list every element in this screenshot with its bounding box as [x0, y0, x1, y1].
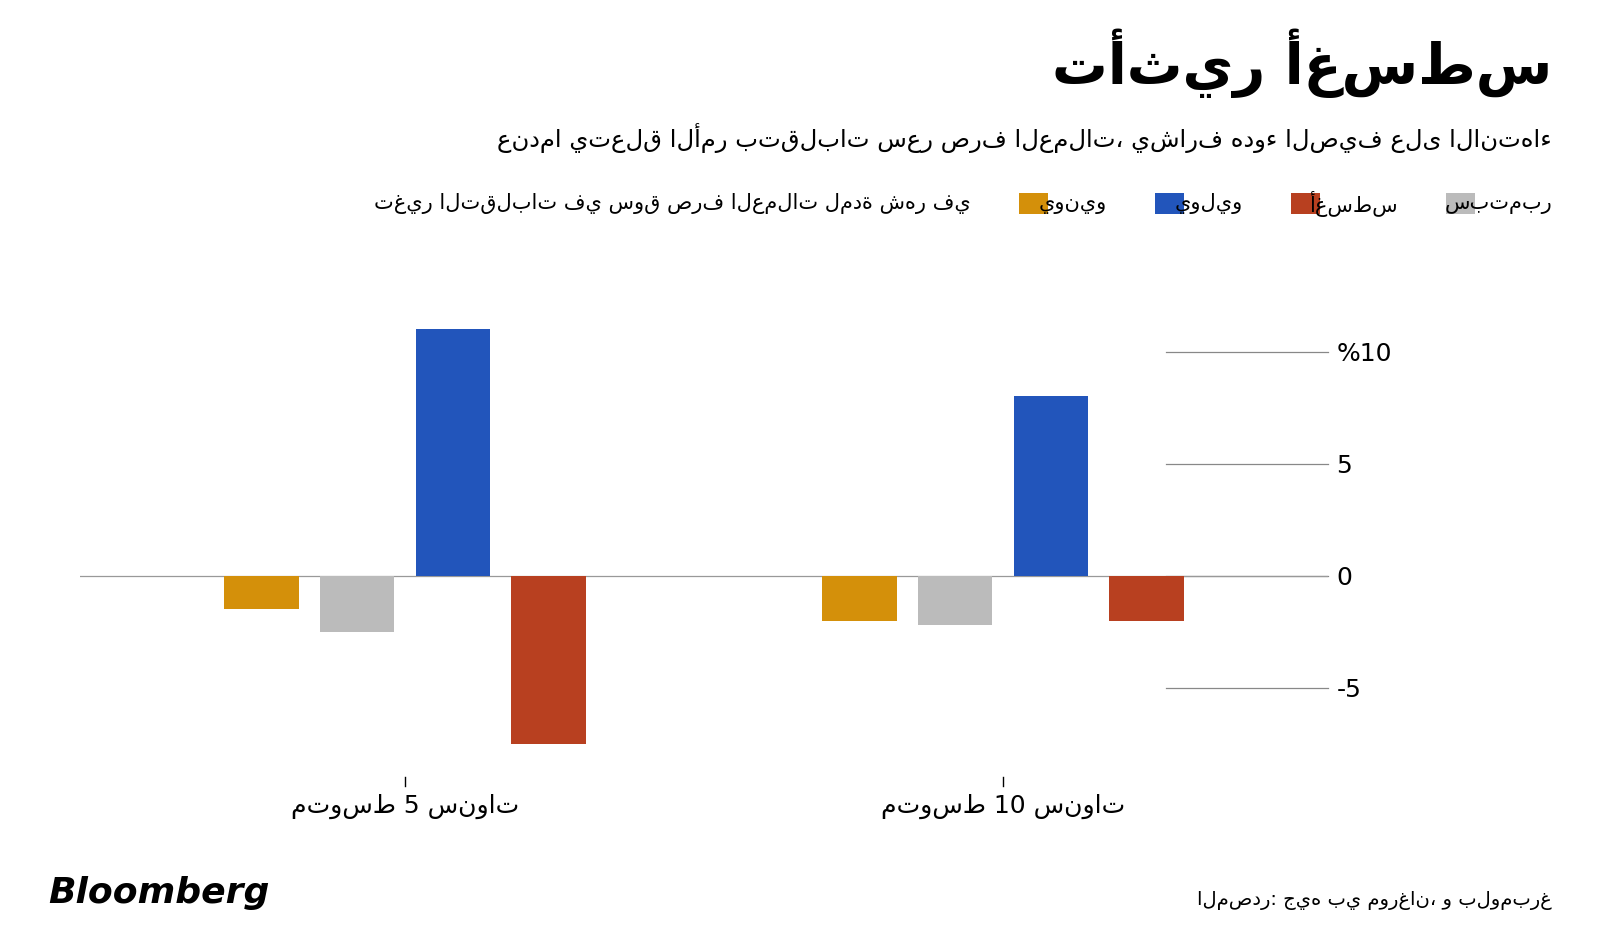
Text: تأثير أغسطس: تأثير أغسطس	[1051, 28, 1552, 98]
Bar	[1014, 396, 1088, 575]
Bar	[1109, 575, 1184, 621]
Text: أغسطس: أغسطس	[1310, 191, 1398, 217]
Text: يونيو: يونيو	[1038, 193, 1107, 214]
Text: Bloomberg: Bloomberg	[48, 876, 269, 910]
Bar	[224, 575, 299, 610]
Text: يوليو: يوليو	[1174, 193, 1243, 214]
Text: المصدر: جيه بي مورغان، و بلومبرغ: المصدر: جيه بي مورغان، و بلومبرغ	[1197, 891, 1552, 910]
Text: تغير التقلبات في سوق صرف العملات لمدة شهر في: تغير التقلبات في سوق صرف العملات لمدة شه…	[374, 193, 971, 214]
Bar	[416, 329, 490, 575]
Text: سبتمبر: سبتمبر	[1445, 193, 1552, 214]
Bar	[512, 575, 586, 744]
Bar	[320, 575, 394, 631]
Bar	[822, 575, 896, 621]
Text: عندما يتعلق الأمر بتقلبات سعر صرف العملات، يشارف هدوء الصيف على الانتهاء: عندما يتعلق الأمر بتقلبات سعر صرف العملا…	[498, 123, 1552, 154]
Bar	[918, 575, 992, 625]
